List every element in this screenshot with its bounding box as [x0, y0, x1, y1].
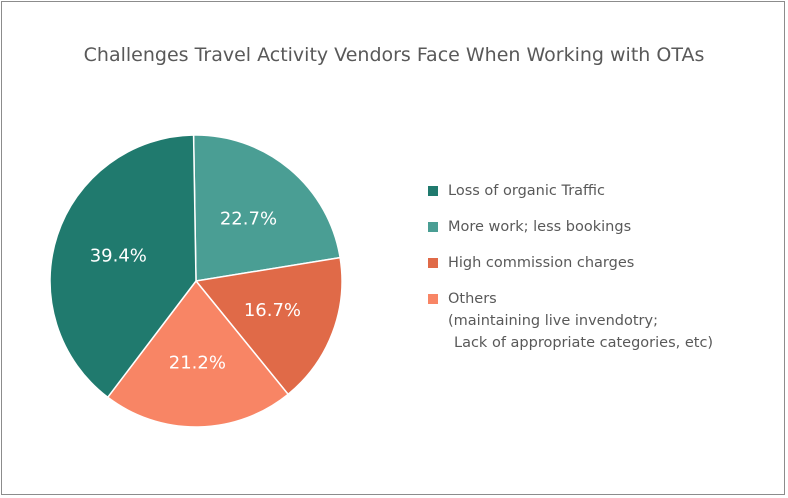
legend-swatch — [428, 258, 438, 268]
slice-value-label-4: 39.4% — [90, 246, 147, 267]
slice-value-label-1: 22.7% — [220, 208, 277, 229]
legend-swatch — [428, 186, 438, 196]
legend-swatch — [428, 294, 438, 304]
legend-label: (maintaining live invendotry; — [448, 313, 658, 329]
legend-item-1: Loss of organic Traffic — [428, 180, 713, 202]
legend-swatch — [428, 222, 438, 232]
chart-legend: Loss of organic Traffic More work; less b… — [428, 180, 713, 368]
legend-item-3: High commission charges — [428, 252, 713, 274]
legend-label: More work; less bookings — [448, 219, 632, 235]
pie-slice-2 — [194, 256, 343, 396]
legend-item-2: More work; less bookings — [428, 216, 713, 238]
pie-slice-4 — [49, 134, 197, 399]
chart-title: Challenges Travel Activity Vendors Face … — [83, 44, 705, 66]
pie-slice-1 — [192, 134, 341, 282]
legend-label: High commission charges — [448, 255, 635, 271]
legend-item-4: Others (maintaining live invendotry; Lack … — [428, 288, 713, 354]
slice-value-label-3: 21.2% — [169, 353, 226, 374]
legend-label: Others — [448, 291, 497, 307]
legend-label: Lack of appropriate categories, etc) — [454, 335, 714, 351]
legend-label: Loss of organic Traffic — [448, 183, 606, 199]
slice-value-label-2: 16.7% — [244, 300, 301, 321]
pie-slice-3 — [106, 279, 290, 428]
